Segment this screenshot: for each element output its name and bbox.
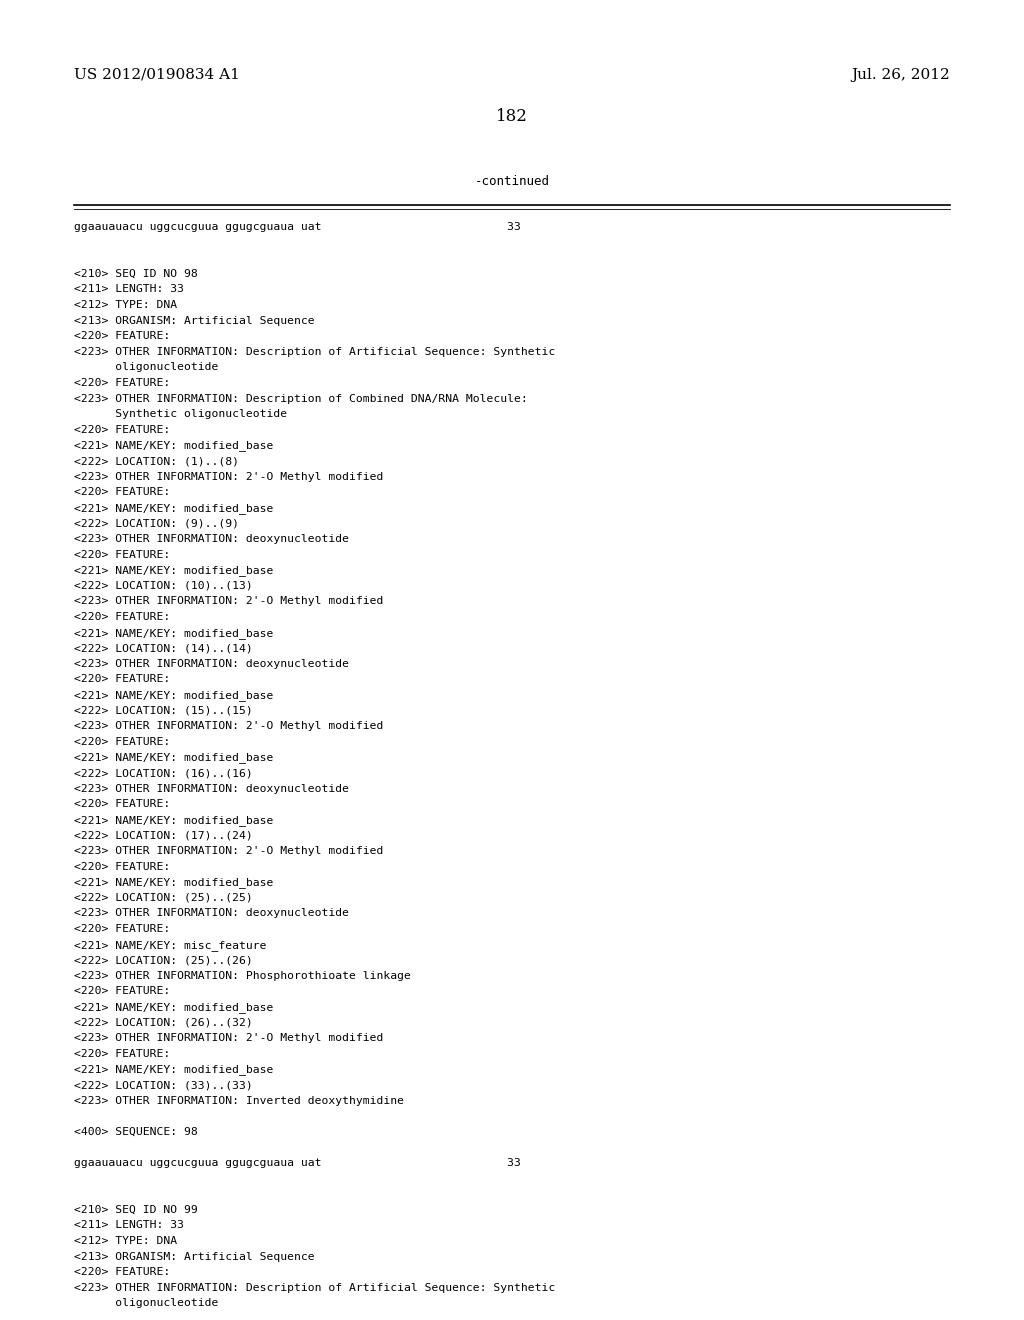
Text: <222> LOCATION: (33)..(33): <222> LOCATION: (33)..(33) bbox=[74, 1080, 253, 1090]
Text: <210> SEQ ID NO 98: <210> SEQ ID NO 98 bbox=[74, 269, 198, 279]
Text: <222> LOCATION: (25)..(25): <222> LOCATION: (25)..(25) bbox=[74, 892, 253, 903]
Text: <223> OTHER INFORMATION: Description of Artificial Sequence: Synthetic: <223> OTHER INFORMATION: Description of … bbox=[74, 347, 555, 356]
Text: <212> TYPE: DNA: <212> TYPE: DNA bbox=[74, 1236, 177, 1246]
Text: <220> FEATURE:: <220> FEATURE: bbox=[74, 1267, 170, 1278]
Text: <221> NAME/KEY: modified_base: <221> NAME/KEY: modified_base bbox=[74, 1002, 273, 1012]
Text: oligonucleotide: oligonucleotide bbox=[74, 363, 218, 372]
Text: <220> FEATURE:: <220> FEATURE: bbox=[74, 549, 170, 560]
Text: <223> OTHER INFORMATION: Phosphorothioate linkage: <223> OTHER INFORMATION: Phosphorothioat… bbox=[74, 970, 411, 981]
Text: <222> LOCATION: (16)..(16): <222> LOCATION: (16)..(16) bbox=[74, 768, 253, 777]
Text: <220> FEATURE:: <220> FEATURE: bbox=[74, 331, 170, 341]
Text: <213> ORGANISM: Artificial Sequence: <213> ORGANISM: Artificial Sequence bbox=[74, 1251, 314, 1262]
Text: <220> FEATURE:: <220> FEATURE: bbox=[74, 737, 170, 747]
Text: <221> NAME/KEY: modified_base: <221> NAME/KEY: modified_base bbox=[74, 878, 273, 888]
Text: <223> OTHER INFORMATION: Description of Artificial Sequence: Synthetic: <223> OTHER INFORMATION: Description of … bbox=[74, 1283, 555, 1292]
Text: <223> OTHER INFORMATION: 2'-O Methyl modified: <223> OTHER INFORMATION: 2'-O Methyl mod… bbox=[74, 721, 383, 731]
Text: <220> FEATURE:: <220> FEATURE: bbox=[74, 799, 170, 809]
Text: Synthetic oligonucleotide: Synthetic oligonucleotide bbox=[74, 409, 287, 420]
Text: <220> FEATURE:: <220> FEATURE: bbox=[74, 924, 170, 935]
Text: <220> FEATURE:: <220> FEATURE: bbox=[74, 675, 170, 684]
Text: US 2012/0190834 A1: US 2012/0190834 A1 bbox=[74, 69, 240, 82]
Text: <220> FEATURE:: <220> FEATURE: bbox=[74, 986, 170, 997]
Text: <223> OTHER INFORMATION: 2'-O Methyl modified: <223> OTHER INFORMATION: 2'-O Methyl mod… bbox=[74, 597, 383, 606]
Text: <211> LENGTH: 33: <211> LENGTH: 33 bbox=[74, 1221, 183, 1230]
Text: <222> LOCATION: (17)..(24): <222> LOCATION: (17)..(24) bbox=[74, 830, 253, 841]
Text: <211> LENGTH: 33: <211> LENGTH: 33 bbox=[74, 284, 183, 294]
Text: <221> NAME/KEY: modified_base: <221> NAME/KEY: modified_base bbox=[74, 441, 273, 451]
Text: oligonucleotide: oligonucleotide bbox=[74, 1299, 218, 1308]
Text: <223> OTHER INFORMATION: 2'-O Methyl modified: <223> OTHER INFORMATION: 2'-O Methyl mod… bbox=[74, 1034, 383, 1043]
Text: <220> FEATURE:: <220> FEATURE: bbox=[74, 1049, 170, 1059]
Text: <212> TYPE: DNA: <212> TYPE: DNA bbox=[74, 300, 177, 310]
Text: <213> ORGANISM: Artificial Sequence: <213> ORGANISM: Artificial Sequence bbox=[74, 315, 314, 326]
Text: 182: 182 bbox=[496, 108, 528, 125]
Text: <222> LOCATION: (14)..(14): <222> LOCATION: (14)..(14) bbox=[74, 643, 253, 653]
Text: <221> NAME/KEY: modified_base: <221> NAME/KEY: modified_base bbox=[74, 565, 273, 576]
Text: <220> FEATURE:: <220> FEATURE: bbox=[74, 378, 170, 388]
Text: <210> SEQ ID NO 99: <210> SEQ ID NO 99 bbox=[74, 1205, 198, 1214]
Text: <223> OTHER INFORMATION: deoxynucleotide: <223> OTHER INFORMATION: deoxynucleotide bbox=[74, 784, 349, 793]
Text: <222> LOCATION: (9)..(9): <222> LOCATION: (9)..(9) bbox=[74, 519, 239, 528]
Text: -continued: -continued bbox=[474, 176, 550, 187]
Text: <221> NAME/KEY: modified_base: <221> NAME/KEY: modified_base bbox=[74, 1064, 273, 1076]
Text: <223> OTHER INFORMATION: Description of Combined DNA/RNA Molecule:: <223> OTHER INFORMATION: Description of … bbox=[74, 393, 527, 404]
Text: <222> LOCATION: (25)..(26): <222> LOCATION: (25)..(26) bbox=[74, 956, 253, 965]
Text: Jul. 26, 2012: Jul. 26, 2012 bbox=[852, 69, 950, 82]
Text: <220> FEATURE:: <220> FEATURE: bbox=[74, 612, 170, 622]
Text: <221> NAME/KEY: modified_base: <221> NAME/KEY: modified_base bbox=[74, 690, 273, 701]
Text: <223> OTHER INFORMATION: deoxynucleotide: <223> OTHER INFORMATION: deoxynucleotide bbox=[74, 908, 349, 919]
Text: <221> NAME/KEY: modified_base: <221> NAME/KEY: modified_base bbox=[74, 752, 273, 763]
Text: <222> LOCATION: (10)..(13): <222> LOCATION: (10)..(13) bbox=[74, 581, 253, 591]
Text: <223> OTHER INFORMATION: deoxynucleotide: <223> OTHER INFORMATION: deoxynucleotide bbox=[74, 659, 349, 669]
Text: ggaauauacu uggcucguua ggugcguaua uat                           33: ggaauauacu uggcucguua ggugcguaua uat 33 bbox=[74, 222, 520, 232]
Text: <220> FEATURE:: <220> FEATURE: bbox=[74, 862, 170, 871]
Text: ggaauauacu uggcucguua ggugcguaua uat                           33: ggaauauacu uggcucguua ggugcguaua uat 33 bbox=[74, 1158, 520, 1168]
Text: <223> OTHER INFORMATION: Inverted deoxythymidine: <223> OTHER INFORMATION: Inverted deoxyt… bbox=[74, 1096, 403, 1106]
Text: <223> OTHER INFORMATION: 2'-O Methyl modified: <223> OTHER INFORMATION: 2'-O Methyl mod… bbox=[74, 846, 383, 855]
Text: <221> NAME/KEY: misc_feature: <221> NAME/KEY: misc_feature bbox=[74, 940, 266, 950]
Text: <400> SEQUENCE: 98: <400> SEQUENCE: 98 bbox=[74, 1127, 198, 1137]
Text: <221> NAME/KEY: modified_base: <221> NAME/KEY: modified_base bbox=[74, 627, 273, 639]
Text: <223> OTHER INFORMATION: deoxynucleotide: <223> OTHER INFORMATION: deoxynucleotide bbox=[74, 535, 349, 544]
Text: <222> LOCATION: (15)..(15): <222> LOCATION: (15)..(15) bbox=[74, 706, 253, 715]
Text: <221> NAME/KEY: modified_base: <221> NAME/KEY: modified_base bbox=[74, 814, 273, 826]
Text: <220> FEATURE:: <220> FEATURE: bbox=[74, 425, 170, 434]
Text: <221> NAME/KEY: modified_base: <221> NAME/KEY: modified_base bbox=[74, 503, 273, 513]
Text: <222> LOCATION: (26)..(32): <222> LOCATION: (26)..(32) bbox=[74, 1018, 253, 1027]
Text: <223> OTHER INFORMATION: 2'-O Methyl modified: <223> OTHER INFORMATION: 2'-O Methyl mod… bbox=[74, 471, 383, 482]
Text: <222> LOCATION: (1)..(8): <222> LOCATION: (1)..(8) bbox=[74, 455, 239, 466]
Text: <220> FEATURE:: <220> FEATURE: bbox=[74, 487, 170, 498]
